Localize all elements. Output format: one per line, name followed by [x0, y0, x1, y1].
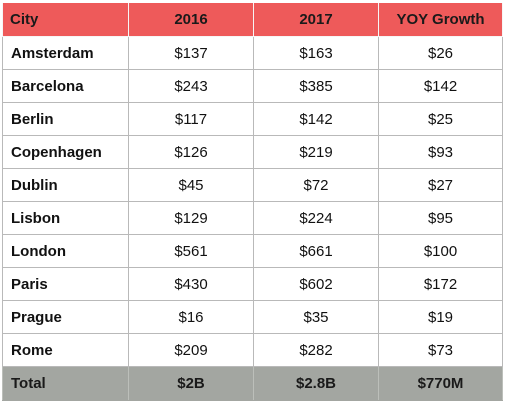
value-2017-cell: $142 [253, 102, 379, 136]
yoy-growth-cell: $73 [378, 333, 503, 367]
table-row: London $561 $661 $100 [2, 234, 503, 268]
yoy-growth-cell: $100 [378, 234, 503, 268]
table-row: Berlin $117 $142 $25 [2, 102, 503, 136]
value-2017-cell: $282 [253, 333, 379, 367]
yoy-growth-cell: $93 [378, 135, 503, 169]
table-row: Amsterdam $137 $163 $26 [2, 36, 503, 70]
value-2016-cell: $137 [128, 36, 254, 70]
column-header-2016: 2016 [128, 3, 254, 37]
table-body: Amsterdam $137 $163 $26 Barcelona $243 $385 $14… [2, 36, 503, 367]
city-cell: Copenhagen [2, 135, 129, 169]
yoy-growth-cell: $26 [378, 36, 503, 70]
yoy-growth-cell: $19 [378, 300, 503, 334]
column-header-yoy-growth: YOY Growth [378, 3, 503, 37]
value-2016-cell: $209 [128, 333, 254, 367]
value-2016-cell: $561 [128, 234, 254, 268]
value-2016-cell: $243 [128, 69, 254, 103]
yoy-growth-cell: $27 [378, 168, 503, 202]
table-row: Lisbon $129 $224 $95 [2, 201, 503, 235]
value-2017-cell: $163 [253, 36, 379, 70]
value-2016-cell: $129 [128, 201, 254, 235]
header-row: City 2016 2017 YOY Growth [2, 3, 503, 37]
city-cell: Prague [2, 300, 129, 334]
yoy-growth-cell: $25 [378, 102, 503, 136]
city-cell: Paris [2, 267, 129, 301]
column-header-2017: 2017 [253, 3, 379, 37]
value-2017-cell: $661 [253, 234, 379, 268]
value-2017-cell: $35 [253, 300, 379, 334]
table-row: Barcelona $243 $385 $142 [2, 69, 503, 103]
table-row: Dublin $45 $72 $27 [2, 168, 503, 202]
value-2016-cell: $430 [128, 267, 254, 301]
value-2017-cell: $72 [253, 168, 379, 202]
column-header-city: City [2, 3, 129, 37]
yoy-growth-cell: $95 [378, 201, 503, 235]
value-2016-cell: $117 [128, 102, 254, 136]
table-footer: Total $2B $2.8B $770M [2, 366, 503, 401]
city-growth-table-container: City 2016 2017 YOY Growth Amsterdam $137 $… [2, 3, 503, 401]
table-row: Paris $430 $602 $172 [2, 267, 503, 301]
table-row: Prague $16 $35 $19 [2, 300, 503, 334]
value-2016-cell: $45 [128, 168, 254, 202]
value-2017-cell: $219 [253, 135, 379, 169]
total-2016: $2B [128, 366, 254, 401]
value-2016-cell: $16 [128, 300, 254, 334]
city-cell: Dublin [2, 168, 129, 202]
total-2017: $2.8B [253, 366, 379, 401]
yoy-growth-cell: $142 [378, 69, 503, 103]
table-header: City 2016 2017 YOY Growth [2, 3, 503, 37]
value-2017-cell: $385 [253, 69, 379, 103]
yoy-growth-cell: $172 [378, 267, 503, 301]
city-cell: Rome [2, 333, 129, 367]
city-cell: London [2, 234, 129, 268]
total-yoy-growth: $770M [378, 366, 503, 401]
value-2017-cell: $224 [253, 201, 379, 235]
value-2017-cell: $602 [253, 267, 379, 301]
city-cell: Lisbon [2, 201, 129, 235]
total-row: Total $2B $2.8B $770M [2, 366, 503, 401]
city-growth-table: City 2016 2017 YOY Growth Amsterdam $137 $… [2, 3, 503, 401]
city-cell: Berlin [2, 102, 129, 136]
table-row: Copenhagen $126 $219 $93 [2, 135, 503, 169]
city-cell: Amsterdam [2, 36, 129, 70]
value-2016-cell: $126 [128, 135, 254, 169]
table-row: Rome $209 $282 $73 [2, 333, 503, 367]
city-cell: Barcelona [2, 69, 129, 103]
total-label: Total [2, 366, 129, 401]
